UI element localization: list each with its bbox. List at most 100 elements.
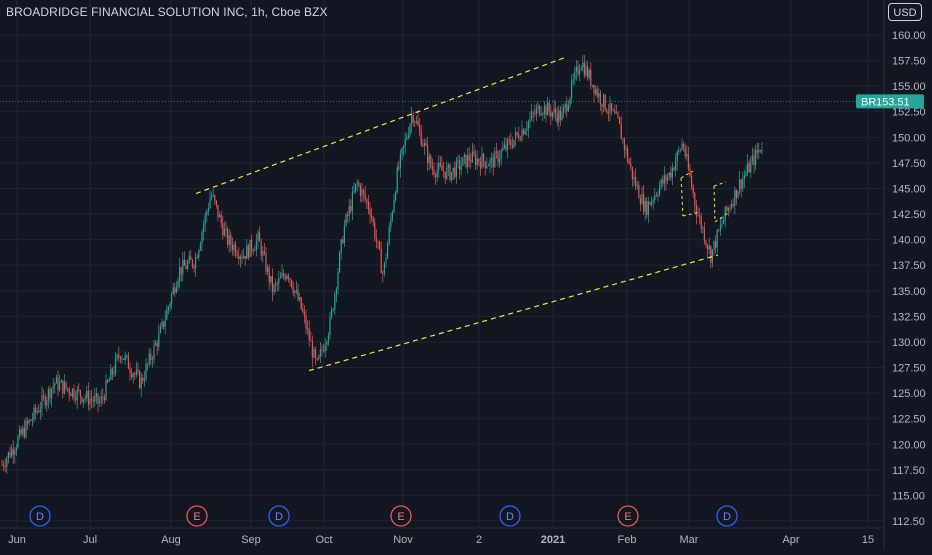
candle-body <box>451 172 453 181</box>
earnings-marker[interactable] <box>186 505 208 527</box>
candle-body <box>555 108 557 115</box>
candle-body <box>145 364 147 379</box>
candle-body <box>529 118 531 122</box>
candle-body <box>252 250 254 252</box>
candle-body <box>755 149 757 165</box>
candle-body <box>6 458 8 467</box>
candle-body <box>406 137 408 139</box>
candle-body <box>119 357 121 360</box>
candle-body <box>556 114 558 123</box>
candle-body <box>111 368 113 375</box>
candle-body <box>313 349 315 358</box>
candle-body <box>236 254 238 257</box>
candle-body <box>219 214 221 218</box>
candle-body <box>92 400 94 402</box>
candle-body <box>591 84 593 86</box>
candle-body <box>676 151 678 162</box>
candle-body <box>151 359 153 361</box>
candle-body <box>353 190 355 193</box>
candle-body <box>668 172 670 177</box>
y-tick-label: 117.50 <box>892 465 925 477</box>
candle-body <box>478 158 480 163</box>
candle-body <box>358 182 360 186</box>
y-tick-label: 160.00 <box>892 30 926 42</box>
candle-body <box>419 125 421 131</box>
candle-body <box>311 341 313 358</box>
y-tick-label: 122.50 <box>892 414 926 426</box>
y-tick-label: 157.50 <box>892 56 926 68</box>
candle-body <box>369 209 371 216</box>
candle-body <box>247 245 249 258</box>
earnings-marker[interactable] <box>390 505 412 527</box>
candle-body <box>135 370 137 375</box>
y-tick-label: 130.00 <box>892 337 926 349</box>
candle-body <box>550 111 552 117</box>
candle-body <box>359 185 361 197</box>
candle-body <box>307 328 309 330</box>
dividend-marker[interactable] <box>29 505 51 527</box>
candle-body <box>572 79 574 81</box>
candle-body <box>502 148 504 151</box>
candle-body <box>15 447 17 452</box>
x-tick-label: Jun <box>8 534 26 546</box>
candle-body <box>532 112 534 114</box>
dividend-marker[interactable] <box>268 505 290 527</box>
candle-body <box>223 228 225 236</box>
dividend-marker[interactable] <box>716 505 738 527</box>
dividend-marker[interactable] <box>499 505 521 527</box>
candle-body <box>740 179 742 189</box>
candle-body <box>711 249 713 263</box>
candle-body <box>675 161 677 171</box>
event-marker-label: E <box>193 511 200 523</box>
candle-body <box>377 241 379 243</box>
candle-body <box>455 160 457 178</box>
candle-body <box>76 389 78 401</box>
candle-body <box>639 198 641 204</box>
candle-body <box>20 429 22 435</box>
candle-body <box>70 393 72 397</box>
candle-body <box>636 184 638 187</box>
candle-body <box>33 407 35 419</box>
candle-body <box>508 139 510 141</box>
candle-body <box>52 385 54 389</box>
currency-button[interactable]: USD <box>888 3 922 21</box>
candle-body <box>196 257 198 258</box>
candle-body <box>183 259 185 266</box>
event-marker-label: E <box>397 511 404 523</box>
candle-body <box>404 138 406 146</box>
candle-body <box>523 129 525 135</box>
x-tick-label: Jul <box>83 534 97 546</box>
candle-body <box>329 316 331 335</box>
candle-body <box>588 70 590 78</box>
candle-body <box>401 148 403 154</box>
candle-body <box>65 381 67 389</box>
candle-body <box>203 225 205 233</box>
candle-body <box>379 241 381 250</box>
candle-body <box>673 167 675 171</box>
candle-body <box>225 228 227 230</box>
candle-body <box>87 390 89 405</box>
candle-body <box>375 238 377 242</box>
candle-body <box>633 177 635 180</box>
candle-body <box>705 241 707 246</box>
candle-body <box>599 93 601 105</box>
candle-body <box>31 418 33 421</box>
candle-body <box>286 275 288 280</box>
candle-body <box>428 155 430 163</box>
candle-body <box>617 112 619 118</box>
candle-body <box>747 162 749 173</box>
earnings-marker[interactable] <box>617 505 639 527</box>
candle-body <box>667 176 669 181</box>
candle-body <box>561 112 563 121</box>
candle-body <box>331 310 333 317</box>
candle-body <box>132 374 134 377</box>
candle-body <box>545 105 547 116</box>
candle-body <box>185 265 187 269</box>
y-tick-label: 135.00 <box>892 286 926 298</box>
candle-body <box>415 120 417 123</box>
candle-body <box>739 179 741 192</box>
candle-body <box>17 437 19 448</box>
candle-body <box>275 283 277 285</box>
